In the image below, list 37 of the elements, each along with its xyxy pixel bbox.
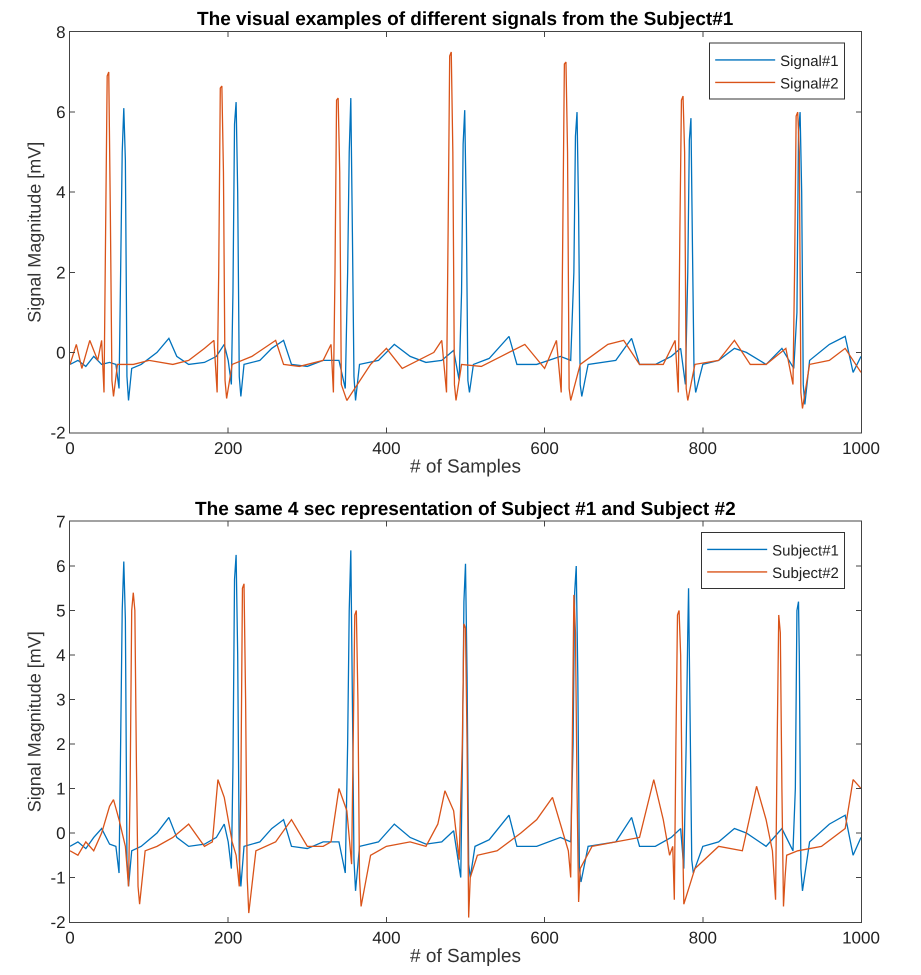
legend-label: Signal#2 — [780, 75, 839, 92]
x-tick-label: 800 — [688, 928, 717, 948]
line-series — [70, 583, 861, 918]
y-axis-title: Signal Magnitude [mV] — [24, 142, 45, 323]
legend-label: Subject#2 — [772, 564, 839, 582]
x-tick-label: 400 — [372, 928, 401, 948]
legend-label: Signal#1 — [780, 52, 839, 70]
y-tick-label: 7 — [56, 512, 66, 532]
y-tick-label: -2 — [50, 423, 66, 442]
x-axis-title: # of Samples — [410, 946, 521, 968]
y-tick-label: 0 — [56, 343, 66, 362]
y-tick-label: 6 — [56, 103, 66, 122]
y-axis-title: Signal Magnitude [mV] — [24, 631, 45, 812]
y-tick-label: 2 — [56, 734, 66, 754]
x-tick-label: 200 — [214, 438, 242, 458]
y-tick-label: 3 — [56, 690, 66, 710]
x-tick-label: 400 — [372, 438, 401, 458]
y-tick-label: 4 — [56, 646, 66, 665]
x-axis-title: # of Samples — [410, 456, 521, 478]
y-tick-label: -1 — [50, 868, 66, 888]
x-tick-label: 800 — [688, 438, 717, 458]
y-tick-label: 2 — [56, 263, 66, 282]
y-tick-label: 6 — [56, 556, 66, 576]
x-tick-label: 200 — [214, 928, 242, 948]
legend-label: Subject#1 — [772, 542, 839, 560]
y-tick-label: 8 — [56, 22, 66, 42]
y-tick-label: 1 — [56, 779, 66, 798]
chart-title: The same 4 sec representation of Subject #1 and Subject #2 — [195, 499, 736, 520]
y-tick-label: 4 — [56, 183, 66, 202]
chart-title: The visual examples of different signals from the Subject#1 — [197, 9, 734, 30]
x-tick-label: 600 — [530, 928, 559, 948]
x-tick-label: 600 — [530, 438, 559, 458]
y-tick-label: 0 — [56, 824, 66, 843]
x-tick-label: 1000 — [842, 438, 880, 458]
y-tick-label: -2 — [50, 912, 66, 932]
y-tick-label: 5 — [56, 601, 66, 620]
x-tick-label: 1000 — [842, 928, 880, 948]
